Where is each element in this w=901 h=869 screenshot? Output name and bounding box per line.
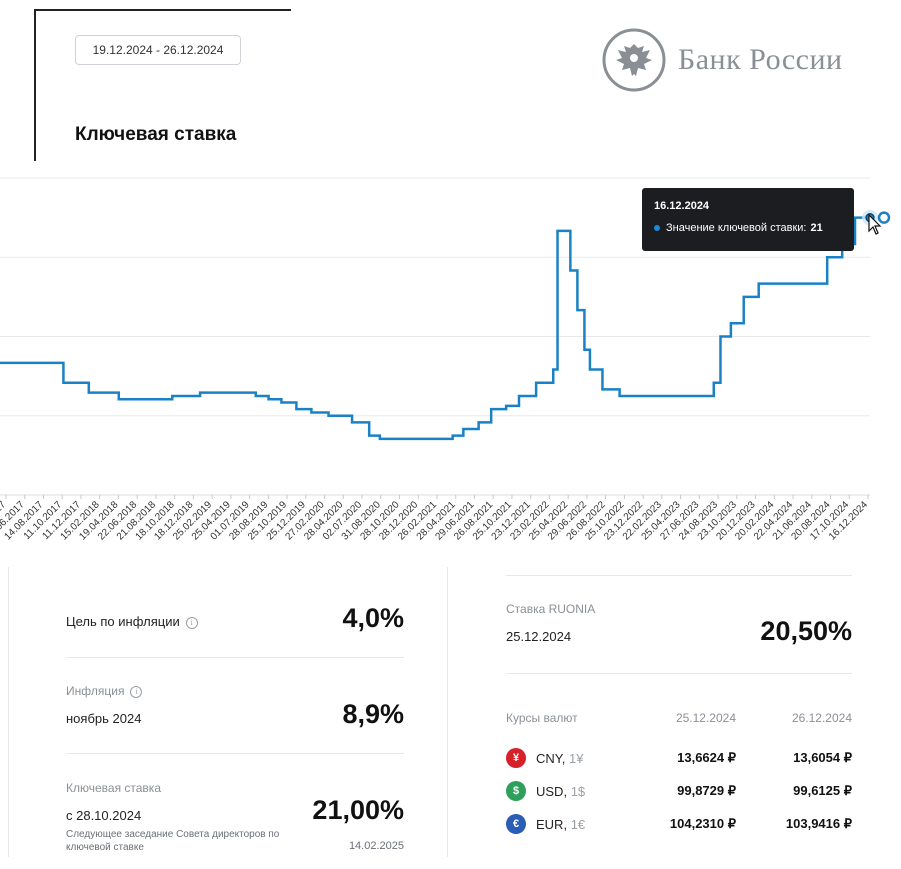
fx-value-2: 13,6054 ₽ xyxy=(793,750,852,765)
inflation-period: ноябрь 2024 xyxy=(66,711,142,726)
key-rate-since: с 28.10.2024 xyxy=(66,808,142,823)
divider xyxy=(66,657,404,658)
mouse-cursor-icon xyxy=(868,214,882,235)
fx-unit: 1¥ xyxy=(569,750,584,766)
inflation-target-label: Цель по инфляции i xyxy=(66,614,198,629)
bank-logo[interactable]: Банк России xyxy=(602,28,843,92)
tooltip-value: 21 xyxy=(810,222,823,234)
fx-code-text: EUR, xyxy=(536,816,568,832)
key-rate-label: Ключевая ставка xyxy=(66,781,161,795)
fx-value-1: 99,8729 ₽ xyxy=(677,783,736,798)
inflation-label: Инфляция i xyxy=(66,684,143,698)
ruonia-value: 20,50% xyxy=(760,616,852,646)
ruonia-label: Ставка RUONIA xyxy=(506,602,596,616)
fx-code: USD, 1$ xyxy=(536,784,585,799)
next-meeting-label: Следующее заседание Совета директоров по… xyxy=(66,829,280,853)
fx-row-eur[interactable]: € EUR, 1€ 104,2310 ₽ 103,9416 ₽ xyxy=(506,814,852,834)
divider xyxy=(66,753,404,754)
dollar-icon: $ xyxy=(506,781,526,801)
header-top-rule xyxy=(34,9,291,11)
key-rate-chart[interactable]: 2017 05.06.2017 14.08.2017 11.10.2017 11.12.… xyxy=(0,170,901,570)
eagle-emblem-icon xyxy=(602,28,666,92)
fx-value-2: 103,9416 ₽ xyxy=(785,816,852,831)
tooltip-label: Значение ключевой ставки: xyxy=(666,222,807,234)
fx-col2-header: 26.12.2024 xyxy=(791,711,852,725)
info-icon[interactable]: i xyxy=(130,685,143,698)
fx-code-text: CNY, xyxy=(536,750,566,766)
page-title: Ключевая ставка xyxy=(75,124,237,145)
key-rate-series-line xyxy=(0,216,870,441)
fx-unit: 1$ xyxy=(570,783,586,799)
inflation-value: 8,9% xyxy=(342,699,404,729)
fx-value-2: 99,6125 ₽ xyxy=(793,783,852,798)
inflation-target-label-text: Цель по инфляции xyxy=(66,614,180,629)
fx-code: CNY, 1¥ xyxy=(536,751,583,766)
fx-value-1: 104,2310 ₽ xyxy=(669,816,736,831)
divider xyxy=(506,575,852,576)
x-tick-label: 2017 xyxy=(0,499,8,523)
yuan-icon: ¥ xyxy=(506,748,526,768)
inflation-label-text: Инфляция xyxy=(66,684,125,698)
tooltip-series-dot xyxy=(654,225,660,231)
header-left-rule xyxy=(34,9,36,161)
key-rate-chart-svg[interactable]: 201705.06.201714.08.201711.10.201711.12.… xyxy=(0,170,901,570)
fx-title: Курсы валют xyxy=(506,711,578,725)
fx-col1-header: 25.12.2024 xyxy=(675,711,736,725)
divider xyxy=(506,673,852,674)
euro-icon: € xyxy=(506,814,526,834)
panel-left-border xyxy=(8,567,9,857)
ruonia-date: 25.12.2024 xyxy=(506,629,572,644)
chart-tooltip: 16.12.2024 Значение ключевой ставки: 21 xyxy=(642,188,854,251)
key-rate-value: 21,00% xyxy=(312,795,404,825)
info-icon[interactable]: i xyxy=(185,616,198,629)
inflation-target-value: 4,0% xyxy=(342,603,404,633)
date-range-picker[interactable]: 19.12.2024 - 26.12.2024 xyxy=(75,35,241,65)
fx-code: EUR, 1€ xyxy=(536,817,585,832)
tooltip-date: 16.12.2024 xyxy=(654,200,710,212)
next-meeting-date: 14.02.2025 xyxy=(348,840,404,852)
logo-text: Банк России xyxy=(678,43,843,76)
series-end-ring xyxy=(877,211,891,224)
panel-divider xyxy=(447,567,448,857)
fx-code-text: USD, xyxy=(536,783,568,799)
fx-row-usd[interactable]: $ USD, 1$ 99,8729 ₽ 99,6125 ₽ xyxy=(506,781,852,801)
fx-row-cny[interactable]: ¥ CNY, 1¥ 13,6624 ₽ 13,6054 ₽ xyxy=(506,748,852,768)
fx-unit: 1€ xyxy=(570,816,586,832)
fx-value-1: 13,6624 ₽ xyxy=(677,750,736,765)
